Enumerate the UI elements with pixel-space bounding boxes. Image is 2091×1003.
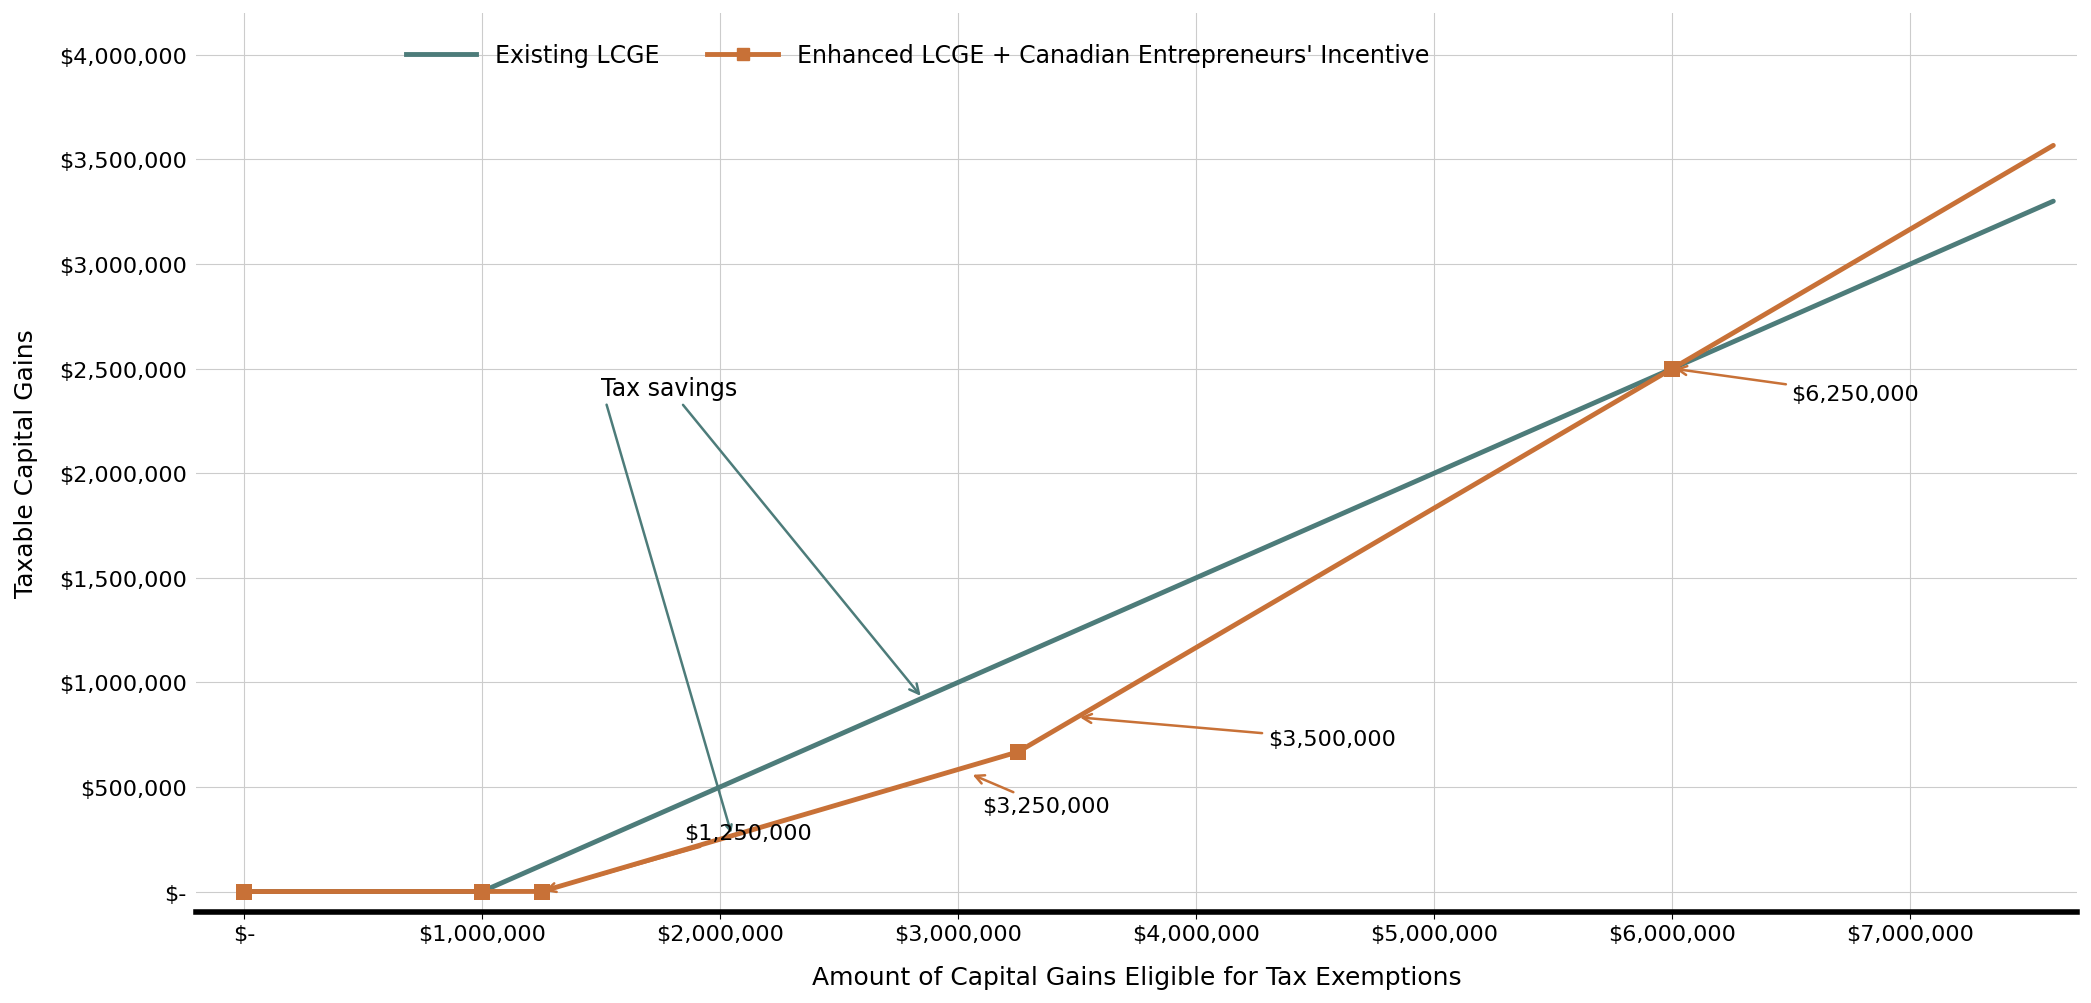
Text: $3,250,000: $3,250,000 [974, 775, 1110, 816]
Point [525, 884, 558, 900]
Text: $1,250,000: $1,250,000 [548, 823, 811, 892]
X-axis label: Amount of Capital Gains Eligible for Tax Exemptions: Amount of Capital Gains Eligible for Tax… [811, 965, 1462, 989]
Point [466, 884, 500, 900]
Legend: Existing LCGE, Enhanced LCGE + Canadian Entrepreneurs' Incentive: Existing LCGE, Enhanced LCGE + Canadian … [395, 35, 1439, 77]
Text: $6,250,000: $6,250,000 [1677, 367, 1920, 404]
Point [1002, 744, 1035, 760]
Y-axis label: Taxable Capital Gains: Taxable Capital Gains [15, 329, 38, 598]
Text: Tax savings: Tax savings [600, 376, 918, 694]
Point [228, 884, 261, 900]
Text: $3,500,000: $3,500,000 [1083, 714, 1395, 749]
Point [1656, 361, 1690, 377]
